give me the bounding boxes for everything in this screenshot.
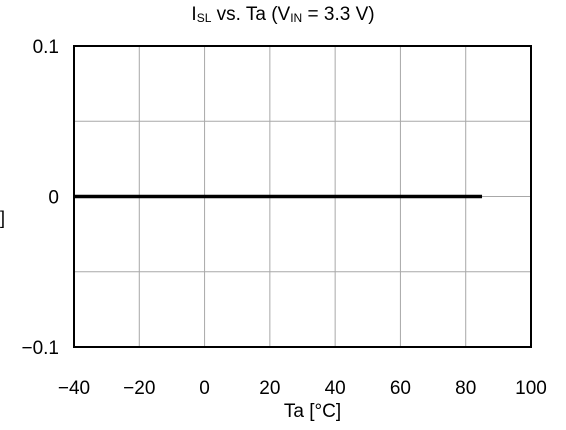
chart-title: ISL vs. Ta (VIN = 3.3 V) bbox=[0, 4, 566, 26]
x-tick-label: 60 bbox=[390, 378, 411, 399]
y-tick-labels: −0.1 0 0.1 bbox=[21, 37, 59, 359]
title-part-1: ISL bbox=[191, 4, 212, 25]
x-tick-label: 20 bbox=[259, 378, 280, 399]
x-tick-label: −40 bbox=[58, 378, 90, 399]
x-tick-label: 100 bbox=[515, 378, 547, 399]
x-tick-label: 80 bbox=[455, 378, 476, 399]
x-axis-label: Ta [°C] bbox=[284, 401, 341, 422]
x-tick-label: 0 bbox=[199, 378, 210, 399]
title-part-2: vs. Ta (VIN bbox=[211, 4, 303, 25]
plot-frame bbox=[73, 45, 532, 348]
x-tick-label: 40 bbox=[325, 378, 346, 399]
y-tick-label: 0.1 bbox=[33, 37, 59, 58]
y-tick-label: −0.1 bbox=[21, 338, 59, 359]
title-part-3: = 3.3 V) bbox=[302, 4, 375, 25]
y-axis-label: ] bbox=[0, 208, 6, 228]
x-tick-labels: −40 −20 0 20 40 60 80 100 bbox=[58, 378, 547, 399]
x-tick-label: −20 bbox=[123, 378, 155, 399]
y-tick-label: 0 bbox=[48, 188, 59, 209]
